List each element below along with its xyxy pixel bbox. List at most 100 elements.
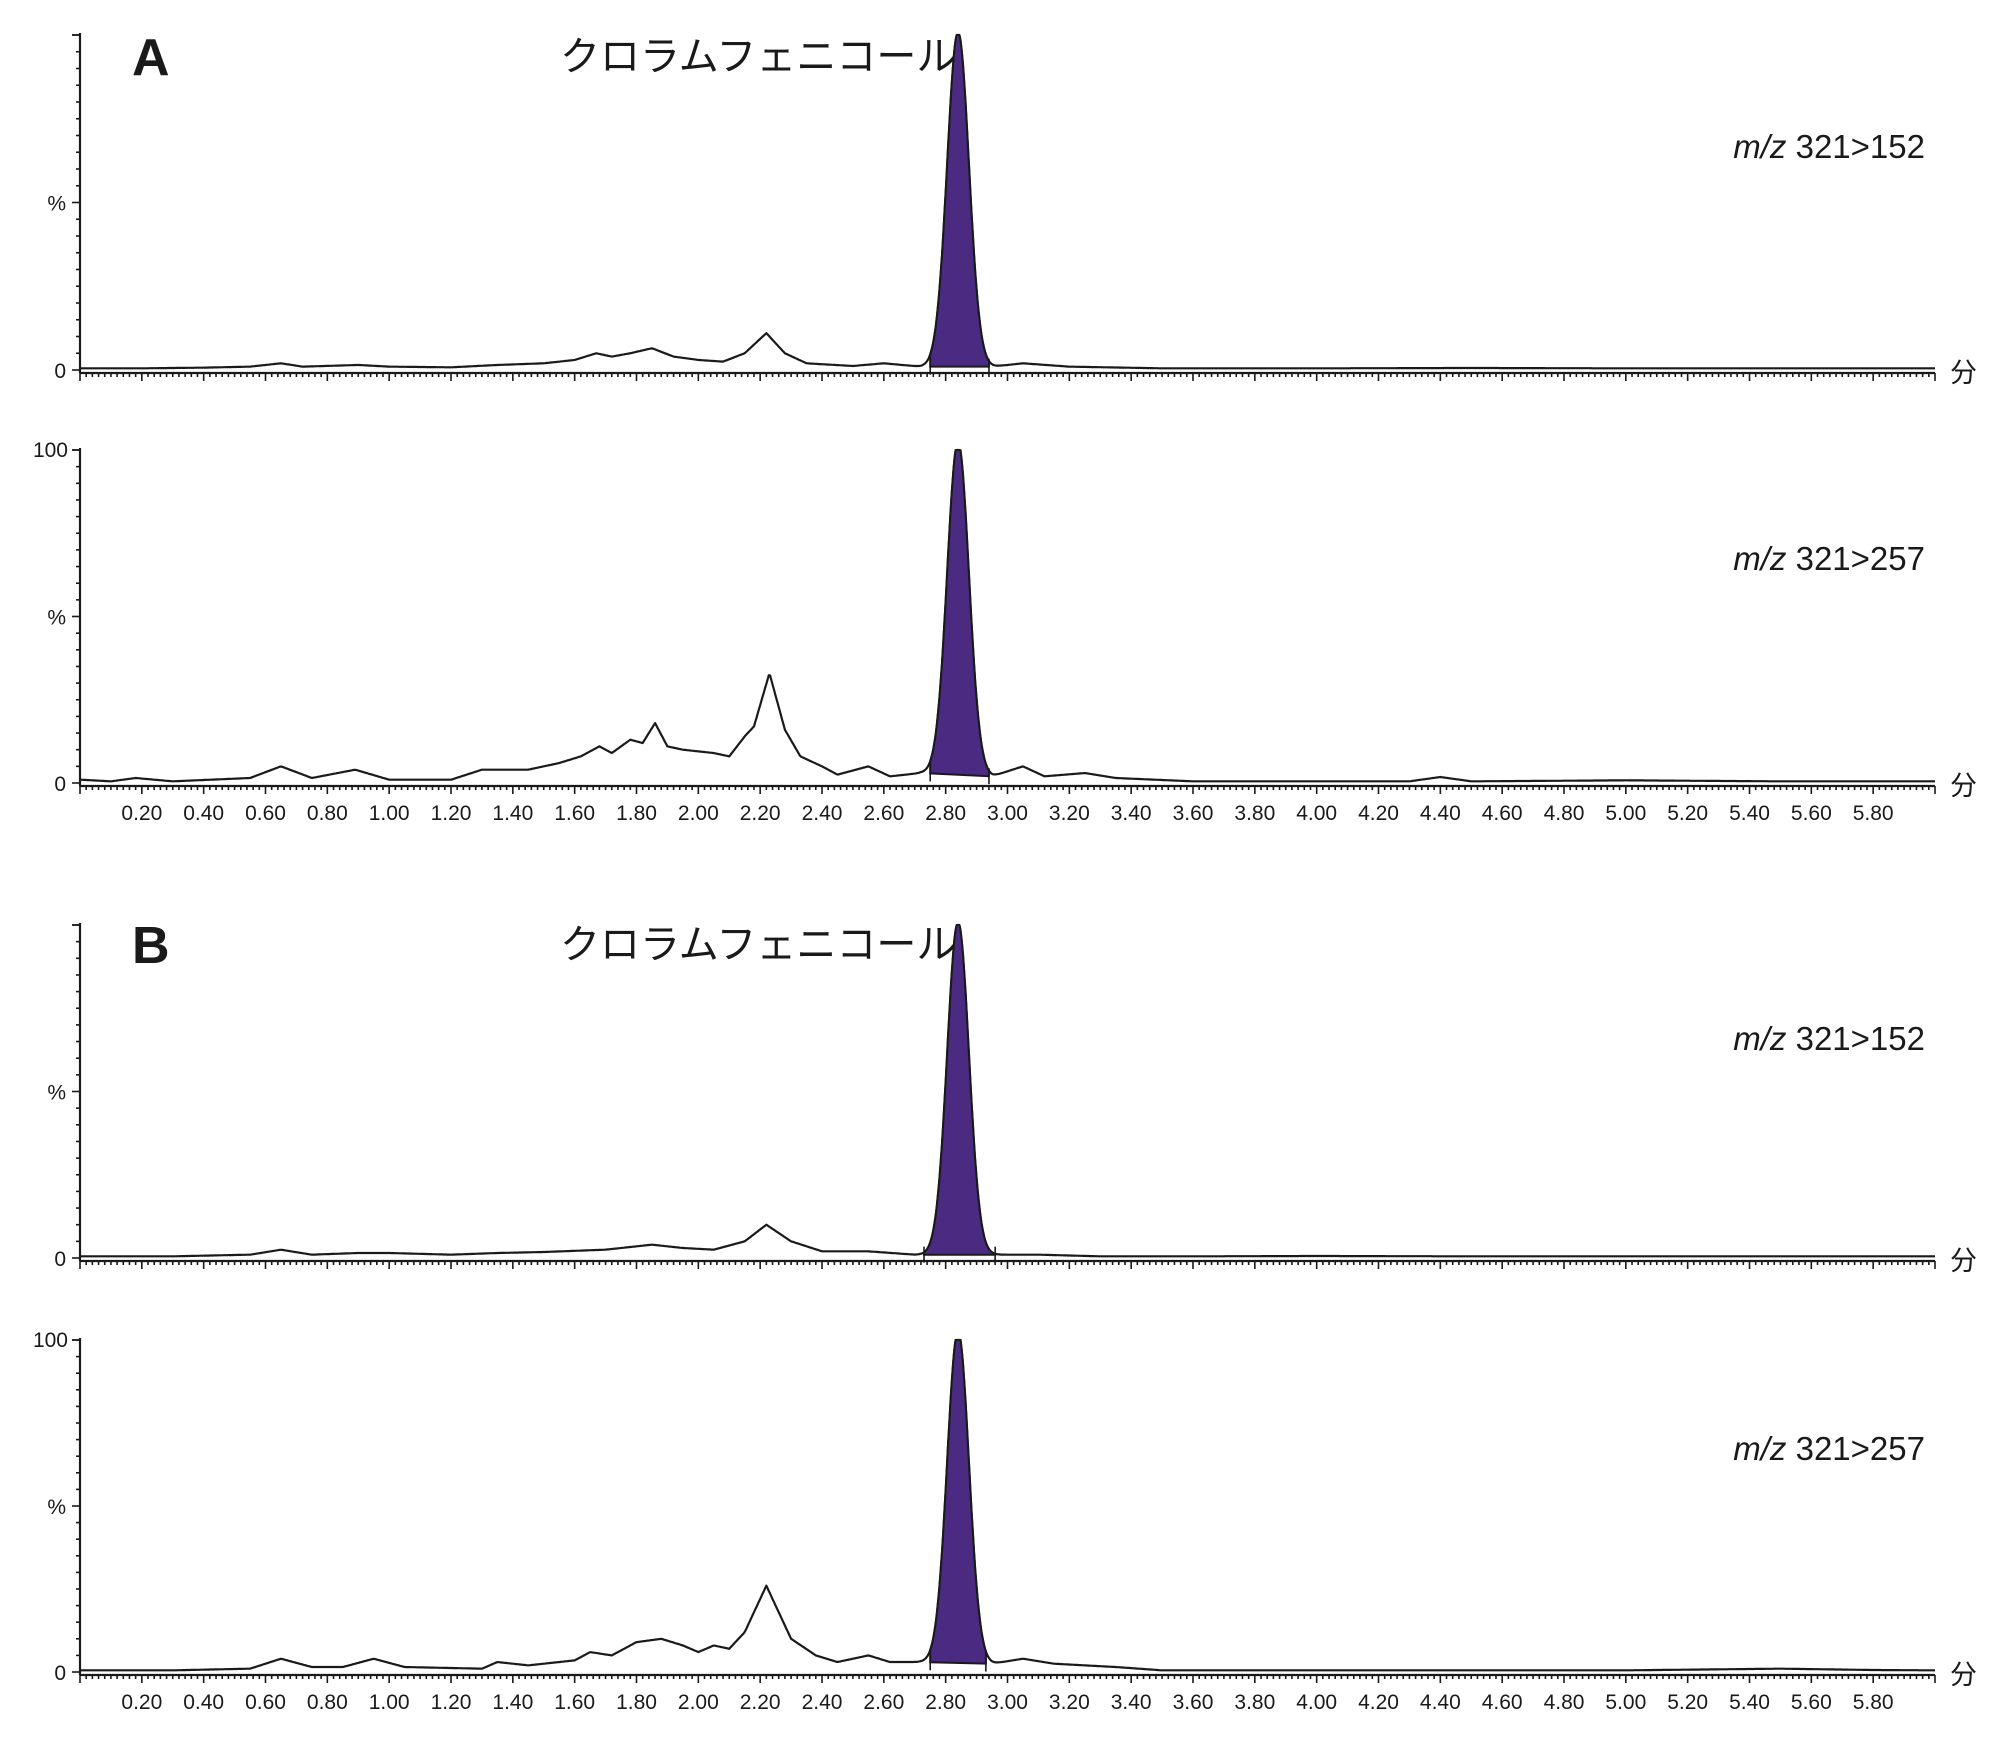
x-tick-label: 0.40 (183, 1691, 224, 1714)
panel-letter: B (132, 917, 170, 975)
x-tick-label: 5.60 (1791, 802, 1832, 825)
y-label-zero: 0 (54, 773, 66, 796)
mz-transition: 321>152 (1786, 128, 1925, 165)
integrated-peak (929, 449, 990, 778)
x-tick-label: 2.40 (802, 802, 843, 825)
x-tick-label: 5.40 (1729, 1691, 1770, 1714)
x-tick-label: 2.60 (863, 1691, 904, 1714)
x-unit-label: 分 (1950, 358, 1977, 389)
x-tick-label: 1.40 (492, 1691, 533, 1714)
x-unit-label: 分 (1950, 771, 1977, 802)
x-tick-label: 2.80 (925, 802, 966, 825)
y-label-zero: 0 (54, 360, 66, 383)
x-tick-label: 0.20 (121, 1691, 162, 1714)
x-tick-label: 4.80 (1544, 802, 1585, 825)
mz-prefix: m/z (1733, 1020, 1787, 1057)
integrated-peak (929, 34, 990, 368)
mz-prefix: m/z (1733, 1430, 1787, 1467)
x-tick-label: 3.60 (1173, 802, 1214, 825)
mz-prefix: m/z (1733, 128, 1787, 165)
x-tick-label: 5.40 (1729, 802, 1770, 825)
x-tick-label: 3.80 (1234, 802, 1275, 825)
x-tick-label: 5.00 (1605, 802, 1646, 825)
integrated-peak (929, 1339, 987, 1665)
x-tick-label: 0.60 (245, 802, 286, 825)
x-tick-label: 1.20 (431, 1691, 472, 1714)
panel-b: B クロラムフェニコール% 0 分 m/z 321>152 100% 0 分 m/z 321>2… (33, 917, 1977, 1714)
chromatogram-trace (80, 923, 1935, 1258)
chromatogram-trace (80, 448, 1935, 783)
x-tick-label: 3.20 (1049, 1691, 1090, 1714)
x-tick-label: 1.00 (369, 1691, 410, 1714)
x-tick-label: 4.00 (1296, 802, 1337, 825)
x-tick-label: 0.60 (245, 1691, 286, 1714)
x-tick-label: 5.60 (1791, 1691, 1832, 1714)
compound-title: クロラムフェニコール (560, 34, 956, 80)
x-tick-label: 2.20 (740, 802, 781, 825)
x-tick-label: 0.40 (183, 802, 224, 825)
x-tick-label: 2.60 (863, 802, 904, 825)
x-tick-label: 1.80 (616, 802, 657, 825)
mz-transition: 321>257 (1786, 540, 1925, 577)
x-tick-label: 5.80 (1853, 802, 1894, 825)
mz-transition: 321>257 (1786, 1430, 1925, 1467)
x-tick-label: 2.00 (678, 802, 719, 825)
trace-321-152: % 0 分 m/z 321>152 (47, 923, 1977, 1277)
x-tick-label: 5.20 (1667, 802, 1708, 825)
y-label-percent: % (47, 607, 66, 630)
mz-transition-label: m/z 321>152 (1733, 1020, 1925, 1057)
x-tick-label: 5.80 (1853, 1691, 1894, 1714)
x-tick-label: 3.40 (1111, 1691, 1152, 1714)
x-tick-label: 5.00 (1605, 1691, 1646, 1714)
mz-transition-label: m/z 321>257 (1733, 540, 1925, 577)
y-label-percent: % (47, 193, 66, 216)
y-label-top: 100 (33, 1329, 68, 1352)
panel-a: A クロラムフェニコール% 0 分 m/z 321>152 100% 0 分 m/z 321>2… (33, 29, 1977, 825)
compound-title: クロラムフェニコール (560, 922, 956, 968)
mz-transition-label: m/z 321>257 (1733, 1430, 1925, 1467)
x-tick-label: 2.00 (678, 1691, 719, 1714)
x-tick-label: 5.20 (1667, 1691, 1708, 1714)
x-tick-label: 0.20 (121, 802, 162, 825)
x-tick-label: 4.60 (1482, 1691, 1523, 1714)
y-label-percent: % (47, 1496, 66, 1519)
x-tick-label: 2.20 (740, 1691, 781, 1714)
x-tick-label: 0.80 (307, 802, 348, 825)
y-label-zero: 0 (54, 1662, 66, 1685)
x-tick-label: 1.00 (369, 802, 410, 825)
integrated-peak (923, 924, 997, 1256)
x-tick-label: 0.80 (307, 1691, 348, 1714)
x-tick-label: 1.80 (616, 1691, 657, 1714)
x-tick-label: 4.00 (1296, 1691, 1337, 1714)
x-tick-label: 1.20 (431, 802, 472, 825)
x-tick-label: 3.00 (987, 1691, 1028, 1714)
panel-letter: A (132, 29, 170, 87)
x-tick-label: 4.40 (1420, 1691, 1461, 1714)
x-tick-label: 2.80 (925, 1691, 966, 1714)
y-label-zero: 0 (54, 1248, 66, 1271)
x-tick-label: 3.20 (1049, 802, 1090, 825)
x-tick-label: 3.60 (1173, 1691, 1214, 1714)
x-tick-label: 1.60 (554, 802, 595, 825)
x-tick-label: 4.40 (1420, 802, 1461, 825)
x-tick-label: 1.40 (492, 802, 533, 825)
x-tick-label: 3.40 (1111, 802, 1152, 825)
trace-321-257: 100% 0 分 m/z 321>257 0.20 0.40 0.60 0.80 1.00 1.2… (33, 439, 1977, 825)
mz-transition: 321>152 (1786, 1020, 1925, 1057)
x-unit-label: 分 (1950, 1246, 1977, 1277)
x-tick-label: 4.60 (1482, 802, 1523, 825)
y-label-percent: % (47, 1082, 66, 1105)
trace-321-152: % 0 分 m/z 321>152 (47, 33, 1977, 389)
x-tick-label: 3.00 (987, 802, 1028, 825)
x-tick-label: 1.60 (554, 1691, 595, 1714)
x-tick-label: 4.20 (1358, 1691, 1399, 1714)
x-tick-label: 4.80 (1544, 1691, 1585, 1714)
y-label-top: 100 (33, 439, 68, 462)
x-tick-label: 3.80 (1234, 1691, 1275, 1714)
x-tick-label: 2.40 (802, 1691, 843, 1714)
mz-transition-label: m/z 321>152 (1733, 128, 1925, 165)
x-tick-label: 4.20 (1358, 802, 1399, 825)
chromatogram-trace (80, 1338, 1935, 1672)
trace-321-257: 100% 0 分 m/z 321>257 0.20 0.40 0.60 0.80 1.00 1.2… (33, 1329, 1977, 1714)
